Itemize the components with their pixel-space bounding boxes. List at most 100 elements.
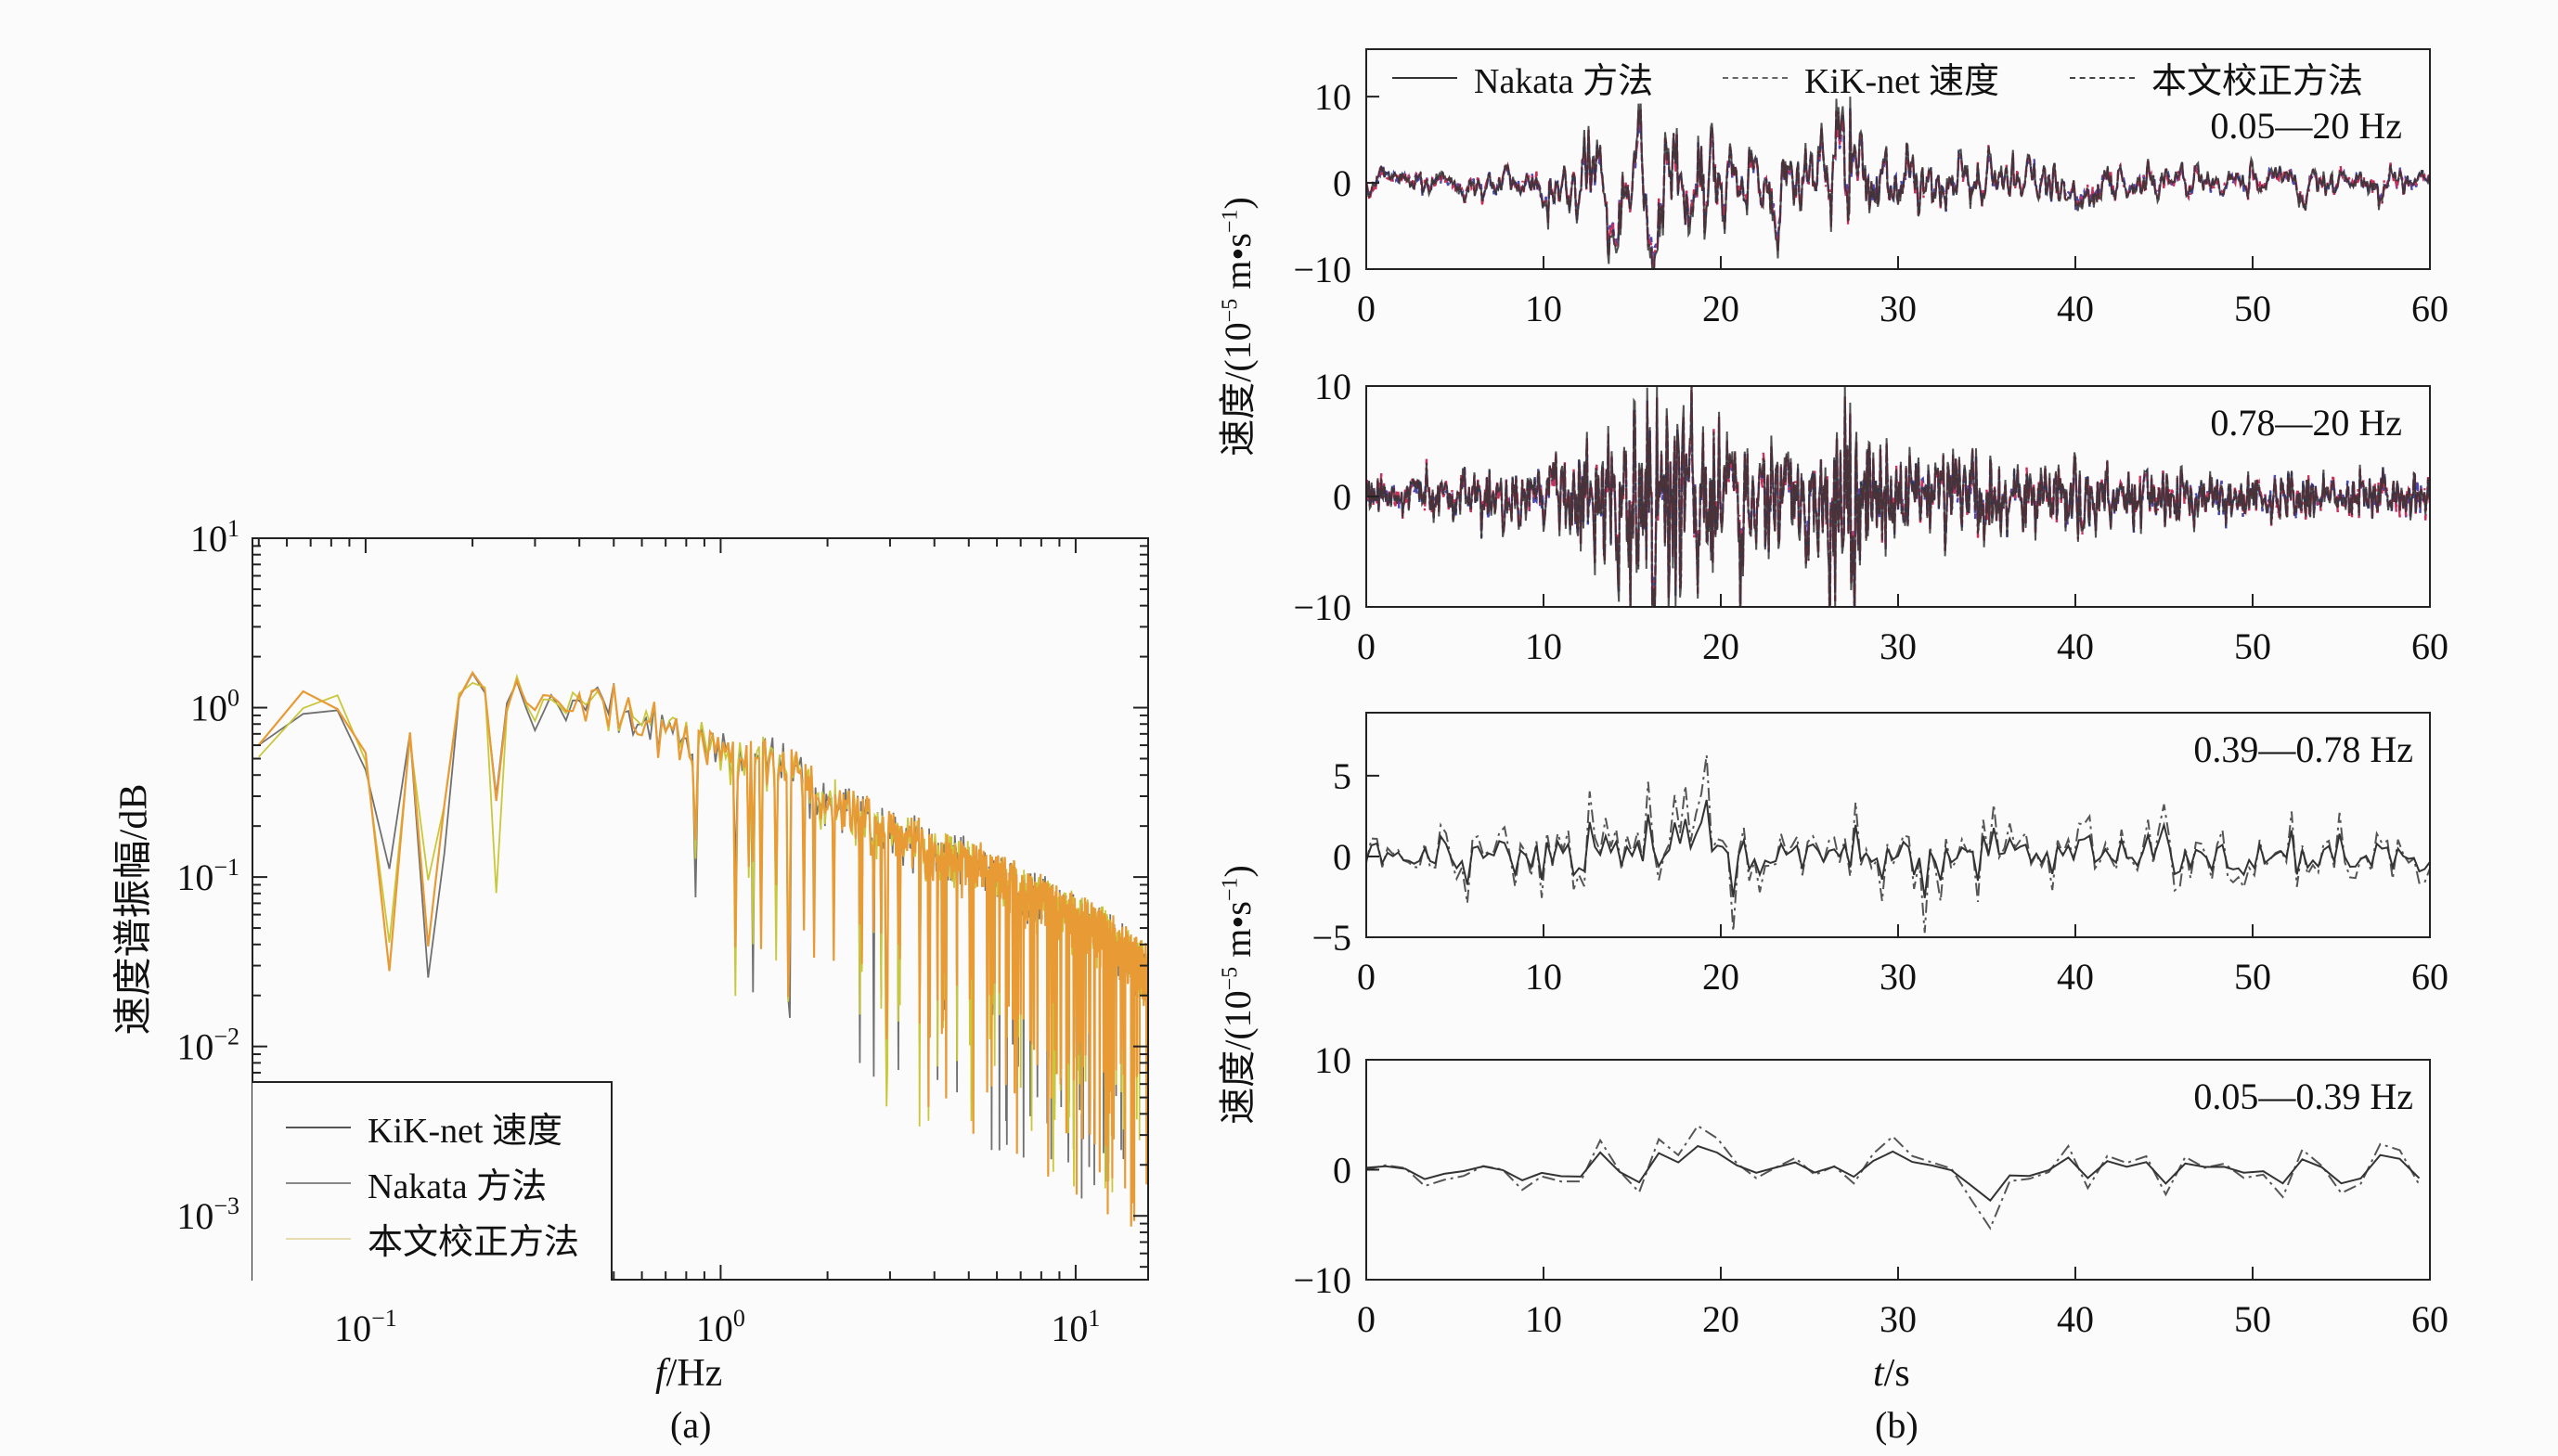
x-tick-label: 0 (1357, 288, 1376, 329)
spectrum-y-axis-label: 速度谱振幅/dB (112, 783, 156, 1036)
ylabel-exp2: −1 (1218, 209, 1243, 234)
x-tick-label: 60 (2411, 288, 2448, 329)
spectrum-plot (252, 537, 1149, 1281)
band-label-4: 0.05—0.39 Hz (2193, 1076, 2413, 1117)
x-tick-label: 60 (2411, 1298, 2448, 1340)
band-label-1: 0.05—20 Hz (2210, 105, 2402, 147)
x-tick-label: 40 (2057, 288, 2094, 329)
velocity-y-axis-label-top: 速度/(10−5 m•s−1) (1208, 197, 1261, 457)
x-tick-label: 20 (1702, 1298, 1739, 1340)
x-tick-label: 10 (1525, 1298, 1562, 1340)
y-tick-label: 10−2 (176, 1024, 239, 1068)
ylabel-end: ) (1217, 197, 1259, 210)
ylabel-exp: −5 (1218, 966, 1243, 991)
legend-item-kiknet: KiK-net 速度 (286, 1102, 562, 1153)
legend-item-nakata: Nakata 方法 (286, 1157, 547, 1208)
x-tick-label: 40 (2057, 1298, 2094, 1340)
y-tick-label: 0 (1333, 836, 1351, 878)
legend-line-dashed (2070, 76, 2135, 79)
x-tick-label: 100 (696, 1305, 745, 1349)
ylabel-exp: −5 (1218, 298, 1243, 323)
legend-label: KiK-net 速度 (1804, 62, 2000, 101)
ylabel-end: ) (1217, 865, 1259, 878)
x-tick-label: 30 (1880, 1298, 1917, 1340)
legend-item-kiknet: KiK-net 速度 (1723, 52, 1999, 103)
y-tick-label: −10 (1293, 249, 1351, 290)
spectrum-x-axis-label: f/Hz (655, 1351, 722, 1396)
series-nakata (1366, 799, 2430, 898)
y-tick-label: 5 (1333, 755, 1351, 797)
panel-a-caption: (a) (670, 1404, 712, 1446)
ylabel-text: 速度/(10 (1217, 322, 1259, 457)
y-tick-label: −10 (1293, 1259, 1351, 1301)
x-tick-label: 10 (1525, 956, 1562, 998)
x-tick-label: 50 (2234, 1298, 2271, 1340)
series-nakata (1366, 386, 2430, 607)
legend-line-solid (1392, 76, 1457, 79)
legend-item-corrected: 本文校正方法 (2070, 52, 2363, 103)
y-tick-label: 10 (1314, 366, 1351, 407)
y-tick-label: −5 (1311, 917, 1351, 959)
x-label-unit: /Hz (665, 1352, 723, 1395)
y-tick-label: 0 (1333, 1150, 1351, 1192)
x-tick-label: 20 (1702, 956, 1739, 998)
y-tick-label: 10 (1314, 76, 1351, 118)
series-nakata (1366, 1144, 2421, 1203)
x-tick-label: 10−1 (334, 1305, 397, 1349)
spectrum-series-3 (257, 670, 1148, 1227)
y-tick-label: 10−1 (176, 854, 239, 898)
legend-label: KiK-net 速度 (368, 1112, 563, 1151)
ylabel-exp2: −1 (1218, 877, 1243, 902)
legend-line-nakata (286, 1181, 351, 1184)
series-kiknet (1366, 1124, 2421, 1231)
x-label-symbol: t (1873, 1352, 1884, 1395)
ylabel-unit: m•s (1217, 901, 1259, 967)
panel-b-caption: (b) (1875, 1404, 1918, 1446)
y-tick-label: 100 (190, 685, 239, 729)
legend-label: Nakata 方法 (1474, 62, 1654, 101)
legend-line-dashdot (1723, 76, 1788, 79)
ylabel-text: 速度/(10 (1217, 990, 1259, 1125)
x-tick-label: 40 (2057, 625, 2094, 667)
x-tick-label: 101 (1051, 1305, 1100, 1349)
y-tick-label: 10 (1314, 1039, 1351, 1081)
x-tick-label: 10 (1525, 625, 1562, 667)
legend-label: Nakata 方法 (368, 1167, 548, 1206)
y-tick-label: 101 (190, 515, 239, 560)
time-x-axis-label: t/s (1873, 1351, 1910, 1396)
legend-label: 本文校正方法 (2151, 62, 2364, 101)
x-tick-label: 0 (1357, 1298, 1376, 1340)
legend-label: 本文校正方法 (368, 1223, 580, 1262)
y-tick-label: 0 (1333, 476, 1351, 518)
x-tick-label: 20 (1702, 625, 1739, 667)
x-tick-label: 60 (2411, 625, 2448, 667)
x-tick-label: 0 (1357, 956, 1376, 998)
x-label-unit: /s (1883, 1352, 1910, 1395)
x-tick-label: 30 (1880, 288, 1917, 329)
series-kiknet (1366, 754, 2430, 934)
x-tick-label: 0 (1357, 625, 1376, 667)
velocity-y-axis-label-bottom: 速度/(10−5 m•s−1) (1208, 865, 1261, 1125)
x-tick-label: 50 (2234, 956, 2271, 998)
band-label-2: 0.78—20 Hz (2210, 402, 2402, 444)
x-tick-label: 40 (2057, 956, 2094, 998)
x-tick-label: 50 (2234, 288, 2271, 329)
x-tick-label: 20 (1702, 288, 1739, 329)
series-nakata (1366, 97, 2430, 269)
legend-item-corrected: 本文校正方法 (286, 1213, 579, 1264)
y-tick-label: 0 (1333, 162, 1351, 204)
x-tick-label: 50 (2234, 625, 2271, 667)
x-tick-label: 10 (1525, 288, 1562, 329)
ylabel-unit: m•s (1217, 233, 1259, 299)
band-label-3: 0.39—0.78 Hz (2193, 728, 2413, 770)
x-tick-label: 60 (2411, 956, 2448, 998)
legend-line-kiknet (286, 1126, 351, 1128)
y-tick-label: 10−3 (176, 1192, 239, 1237)
legend-line-corrected (286, 1237, 351, 1240)
